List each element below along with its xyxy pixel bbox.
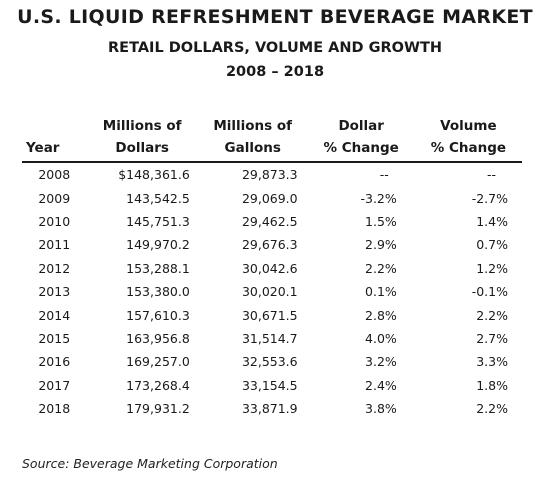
header-gallons: Gallons [197, 137, 308, 163]
table-row: 2013 153,380.0 30,020.1 0.1% -0.1% [22, 280, 522, 303]
cell-volume-pct: 1.2% [476, 260, 508, 276]
cell-volume-pct: 2.2% [476, 307, 508, 323]
table-row: 2012 153,288.1 30,042.6 2.2% 1.2% [22, 257, 522, 280]
cell-year: 2011 [38, 237, 71, 253]
table-row: 2010 145,751.3 29,462.5 1.5% 1.4% [22, 210, 522, 233]
cell-dollar-pct: 0.1% [365, 284, 397, 300]
header-volume-pct-top: Volume [440, 118, 497, 134]
cell-dollar-pct: 3.2% [365, 354, 397, 370]
header-dollars-top: Millions of [102, 118, 182, 134]
cell-year: 2016 [38, 354, 71, 370]
source-note: Source: Beverage Marketing Corporation [22, 456, 278, 471]
cell-volume-pct: -- [486, 167, 496, 183]
table-row: 2014 157,610.3 30,671.5 2.8% 2.2% [22, 303, 522, 326]
cell-year: 2012 [38, 260, 71, 276]
header-dollars: Dollars [86, 137, 198, 163]
cell-gallons: 29,873.3 [241, 167, 298, 183]
cell-volume-pct: 3.3% [476, 354, 508, 370]
cell-volume-pct: 2.2% [476, 401, 508, 417]
table-row: 2016 169,257.0 32,553.6 3.2% 3.3% [22, 350, 522, 373]
cell-year: 2018 [38, 401, 71, 417]
years-range: 2008 – 2018 [225, 64, 325, 80]
cell-year: 2008 [38, 167, 71, 183]
header-dollar-pct: % Change [307, 137, 415, 163]
cell-dollar-pct: -3.2% [360, 190, 397, 206]
cell-dollars: 153,380.0 [126, 284, 190, 300]
cell-gallons: 29,676.3 [241, 237, 298, 253]
page-title: U.S. LIQUID REFRESHMENT BEVERAGE MARKET [17, 6, 533, 28]
table-row: 2018 179,931.2 33,871.9 3.8% 2.2% [22, 397, 522, 420]
cell-dollars: 173,268.4 [126, 377, 190, 393]
cell-dollar-pct: 2.8% [365, 307, 397, 323]
cell-dollar-pct: 2.2% [365, 260, 397, 276]
cell-dollars: 145,751.3 [126, 213, 190, 229]
table-row: 2017 173,268.4 33,154.5 2.4% 1.8% [22, 374, 522, 397]
cell-gallons: 30,042.6 [241, 260, 298, 276]
table-body: 2008 $148,361.6 29,873.3 -- -- 2009 143,542.5 2… [22, 162, 522, 420]
market-table: Millions of Millions of Dollar Volume Ye… [22, 115, 522, 420]
cell-dollars: 163,956.8 [126, 330, 190, 346]
header-dollar-pct-top: Dollar [338, 118, 384, 134]
header-volume-pct: % Change [414, 137, 522, 163]
header-year: Year [22, 137, 87, 163]
cell-dollar-pct: 3.8% [365, 401, 397, 417]
table-row: 2008 $148,361.6 29,873.3 -- -- [22, 162, 522, 186]
cell-year: 2015 [38, 330, 71, 346]
cell-volume-pct: 1.4% [476, 213, 508, 229]
cell-volume-pct: 1.8% [476, 377, 508, 393]
cell-dollars: $148,361.6 [118, 167, 190, 183]
table-row: 2015 163,956.8 31,514.7 4.0% 2.7% [22, 327, 522, 350]
cell-dollar-pct: 4.0% [365, 330, 397, 346]
cell-dollar-pct: 2.4% [365, 377, 397, 393]
cell-gallons: 32,553.6 [241, 354, 298, 370]
table-row: 2011 149,970.2 29,676.3 2.9% 0.7% [22, 233, 522, 256]
cell-year: 2010 [38, 213, 71, 229]
cell-dollars: 157,610.3 [126, 307, 190, 323]
cell-dollar-pct: -- [379, 167, 389, 183]
header-gallons-top: Millions of [213, 118, 293, 134]
cell-dollars: 179,931.2 [126, 401, 190, 417]
cell-gallons: 30,020.1 [241, 284, 298, 300]
cell-year: 2014 [38, 307, 71, 323]
cell-year: 2017 [38, 377, 71, 393]
cell-year: 2009 [38, 190, 71, 206]
cell-dollars: 143,542.5 [126, 190, 190, 206]
cell-dollars: 149,970.2 [126, 237, 190, 253]
cell-gallons: 29,069.0 [241, 190, 298, 206]
cell-volume-pct: -0.1% [471, 284, 508, 300]
cell-gallons: 30,671.5 [241, 307, 298, 323]
page-subtitle: RETAIL DOLLARS, VOLUME AND GROWTH [108, 40, 442, 56]
cell-gallons: 31,514.7 [241, 330, 298, 346]
cell-volume-pct: -2.7% [471, 190, 508, 206]
cell-volume-pct: 0.7% [476, 237, 508, 253]
cell-dollars: 153,288.1 [126, 260, 190, 276]
header-row-2: Year Dollars Gallons % Change % Change [22, 137, 522, 163]
cell-dollar-pct: 2.9% [365, 237, 397, 253]
table-row: 2009 143,542.5 29,069.0 -3.2% -2.7% [22, 186, 522, 209]
header-row-1: Millions of Millions of Dollar Volume [22, 115, 522, 137]
cell-gallons: 33,871.9 [241, 401, 298, 417]
cell-gallons: 33,154.5 [241, 377, 298, 393]
cell-dollar-pct: 1.5% [365, 213, 397, 229]
cell-gallons: 29,462.5 [241, 213, 298, 229]
header-year-top [22, 115, 87, 137]
cell-dollars: 169,257.0 [126, 354, 190, 370]
table-header: Millions of Millions of Dollar Volume Ye… [22, 115, 522, 163]
cell-volume-pct: 2.7% [476, 330, 508, 346]
cell-year: 2013 [38, 284, 71, 300]
